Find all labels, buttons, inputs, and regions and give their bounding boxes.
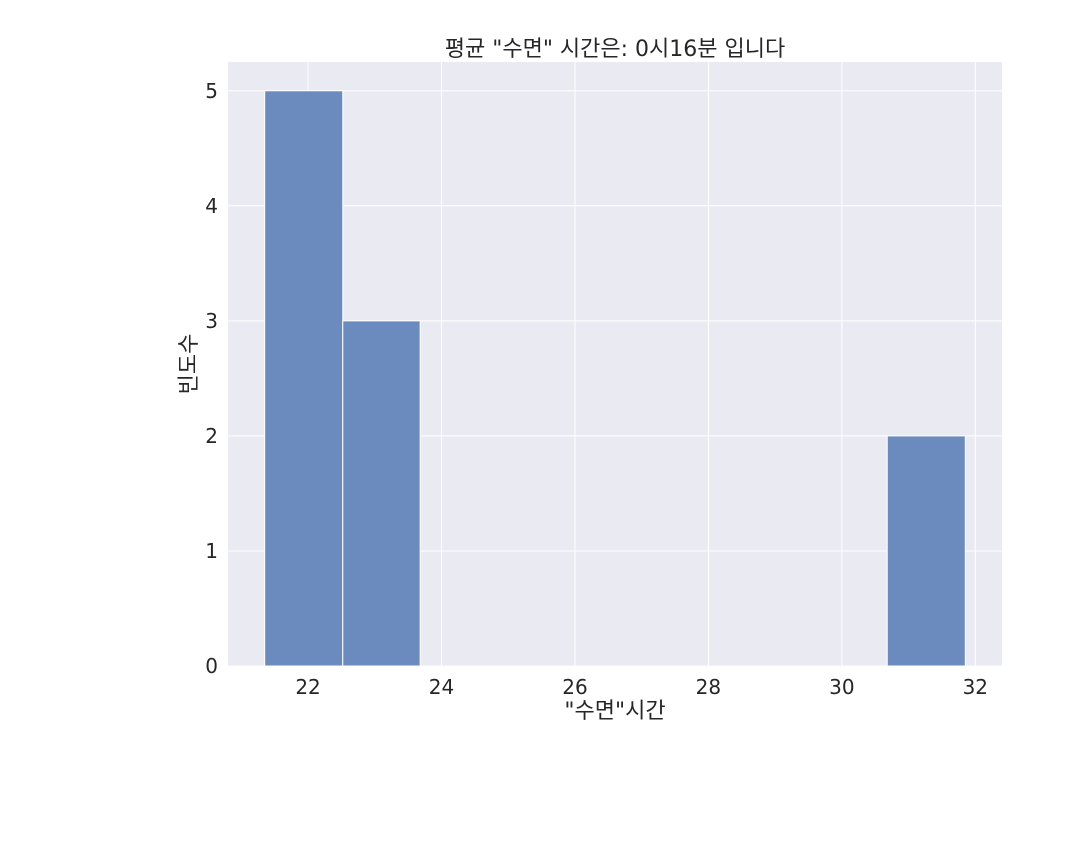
y-tick-label: 3	[205, 309, 218, 333]
y-tick-label: 1	[205, 539, 218, 563]
histogram-bars	[264, 90, 966, 667]
x-axis-label: "수면"시간	[564, 699, 665, 724]
y-tick-label: 5	[205, 79, 218, 103]
y-tick-label: 4	[205, 194, 218, 218]
chart-title: 평균 "수면" 시간은: 0시16분 입니다	[445, 37, 786, 62]
x-tick-label: 30	[829, 675, 854, 699]
x-tick-label: 22	[295, 675, 320, 699]
y-tick-label: 2	[205, 424, 218, 448]
x-tick-label: 32	[963, 675, 988, 699]
x-tick-label: 28	[696, 675, 721, 699]
x-tick-label: 26	[562, 675, 587, 699]
histogram-bar	[342, 320, 421, 667]
y-axis-label: 빈도수	[177, 334, 202, 395]
x-tick-label: 24	[429, 675, 454, 699]
histogram-bar	[886, 435, 966, 667]
y-tick-labels: 0 1 2 3 4 5	[205, 79, 218, 678]
y-tick-label: 0	[205, 654, 218, 678]
histogram-bar	[264, 90, 344, 667]
x-tick-labels: 22 24 26 28 30 32	[295, 675, 988, 699]
